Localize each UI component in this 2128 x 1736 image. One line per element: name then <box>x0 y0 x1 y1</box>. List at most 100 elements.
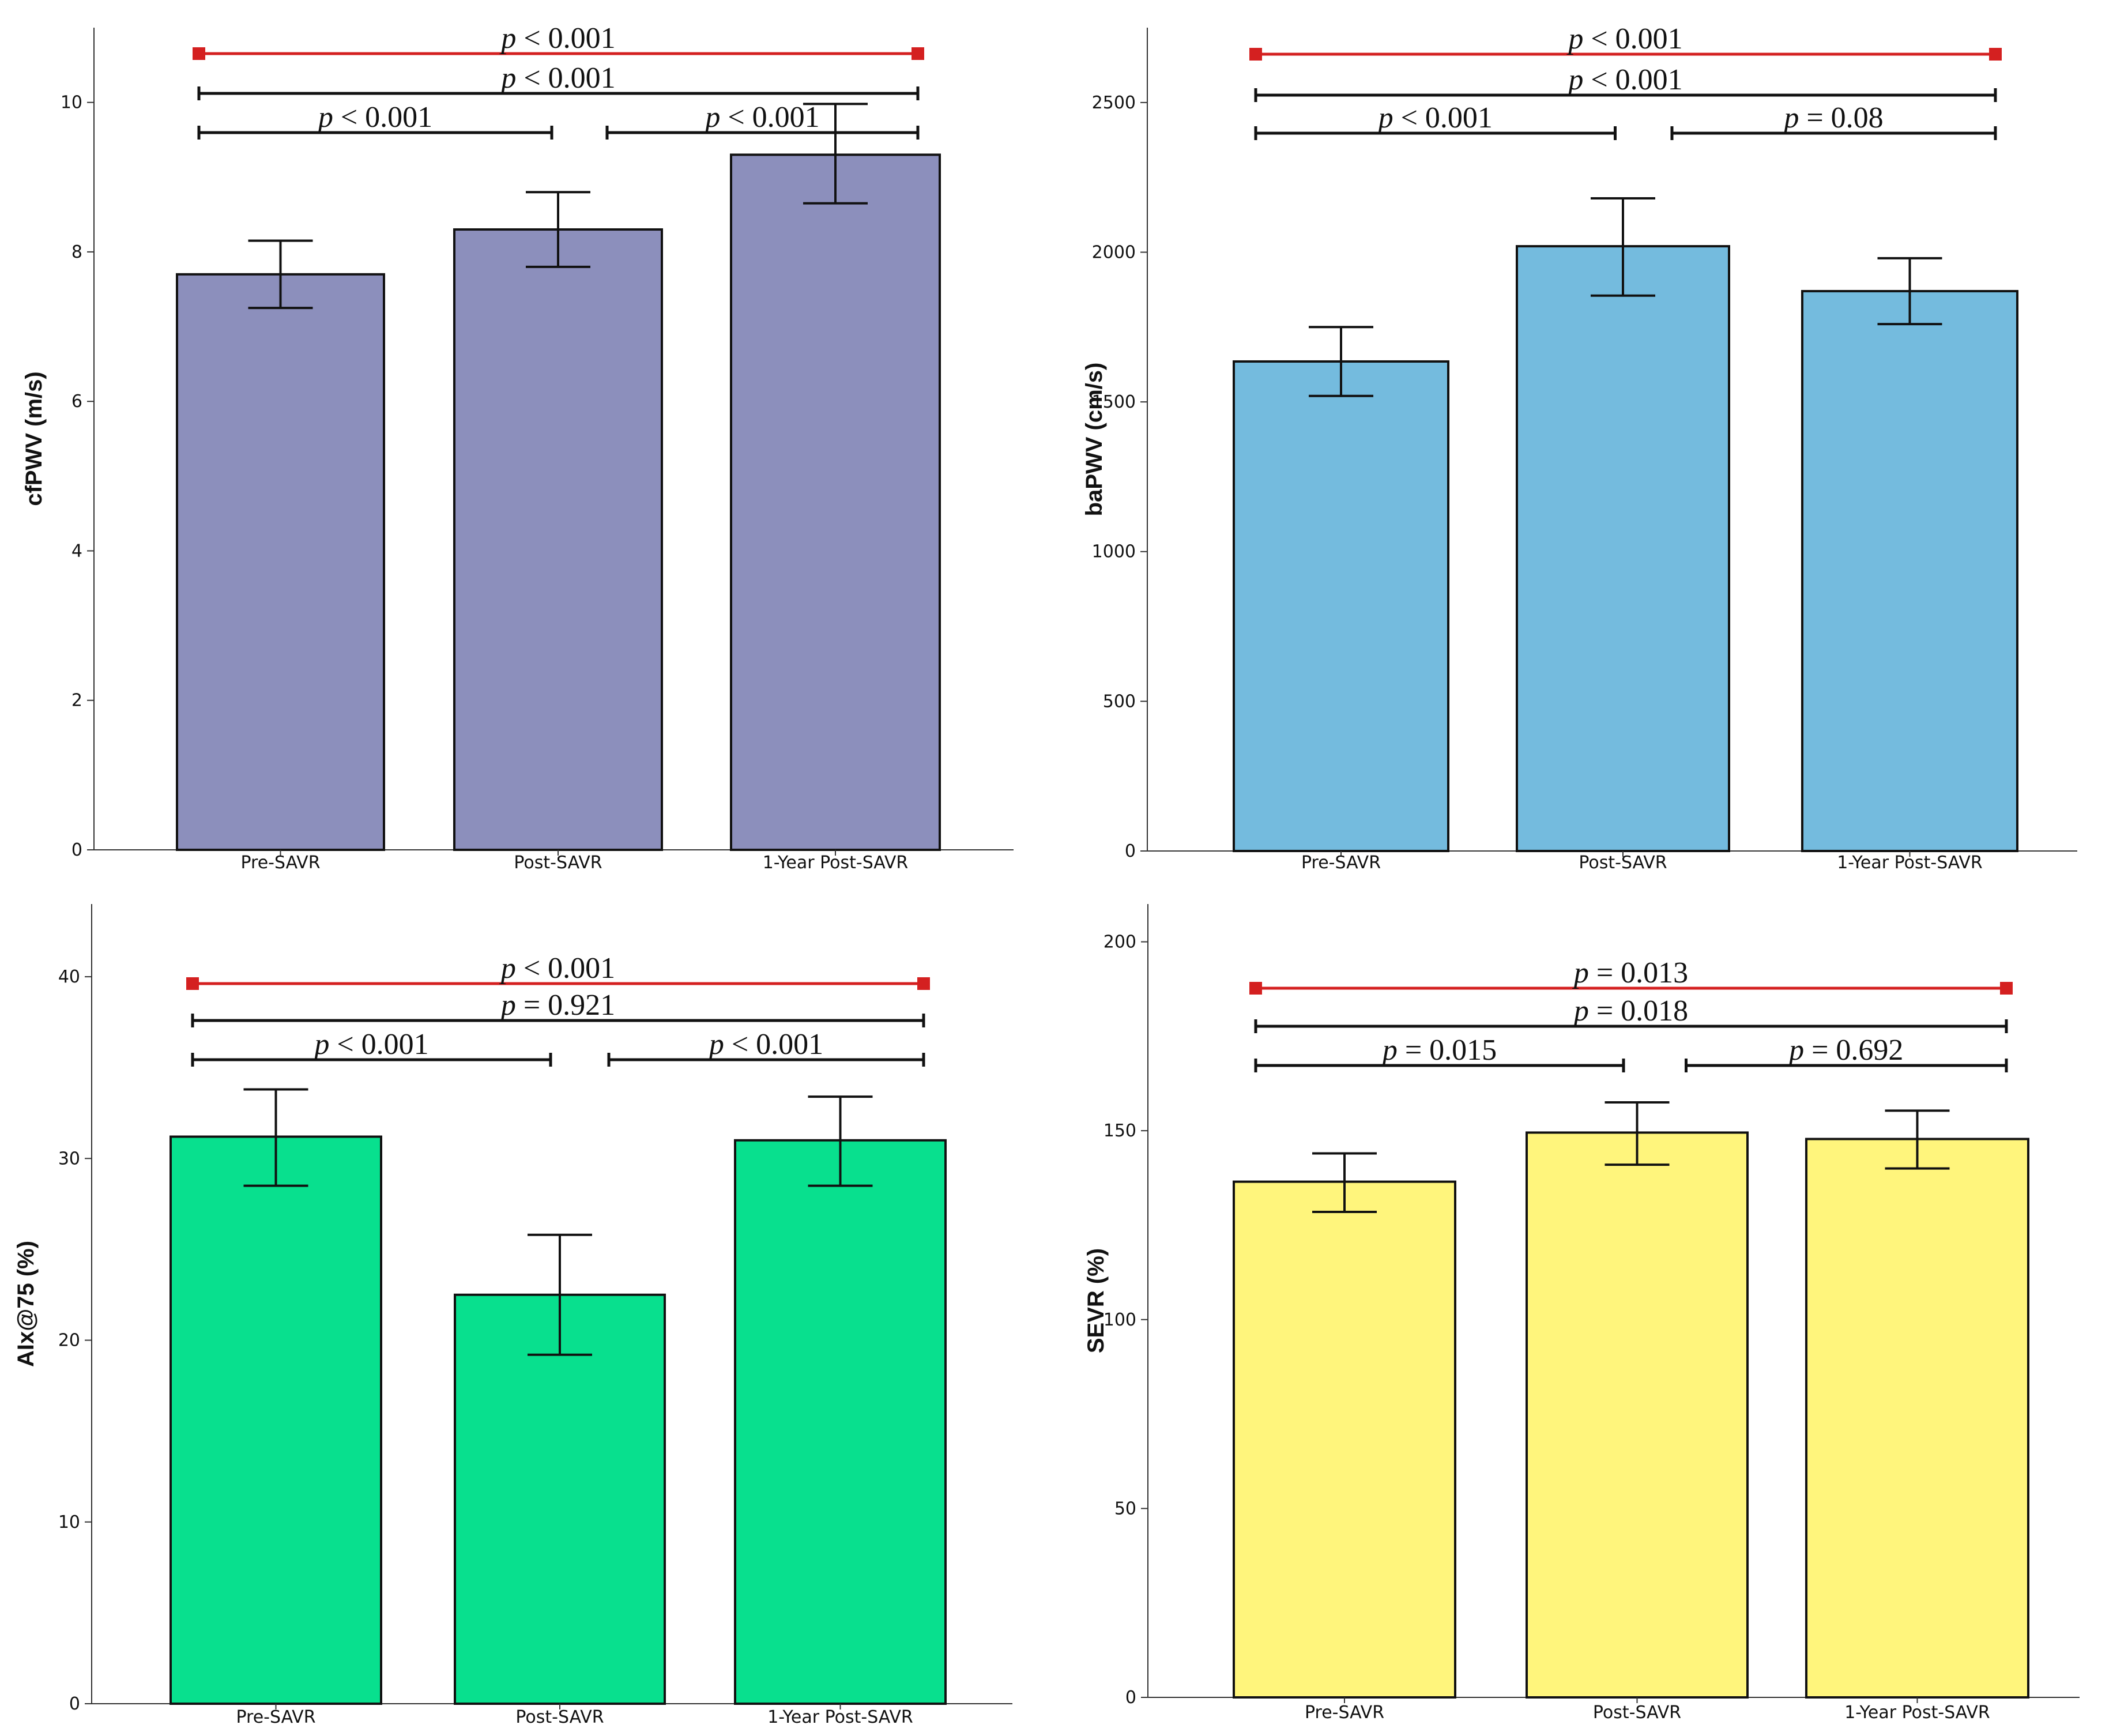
comparison-bracket <box>1254 126 1617 140</box>
p-value-label: p < 0.001 <box>707 1028 823 1061</box>
p-value-label-expr: < 0.001 <box>720 101 819 134</box>
p-value-label-var: p <box>1376 101 1393 134</box>
p-value-label: p = 0.015 <box>1380 1034 1497 1067</box>
bracket-end-left <box>1249 982 1262 995</box>
bar <box>176 273 385 851</box>
p-value-label: p < 0.001 <box>703 101 819 134</box>
error-bar <box>243 1088 308 1187</box>
p-value-label-var: p <box>499 22 516 55</box>
error-bar <box>808 1095 873 1187</box>
p-value-label: p = 0.921 <box>499 989 615 1022</box>
p-value-label: p < 0.001 <box>1376 101 1493 134</box>
comparison-bracket <box>607 1053 925 1067</box>
comparison-bracket <box>1670 126 1997 140</box>
y-tick-label: 0 <box>1125 1688 1136 1708</box>
p-value-label: p = 0.013 <box>1572 957 1688 989</box>
error-bar <box>248 239 313 310</box>
p-value-label-expr: = 0.692 <box>1804 1034 1903 1067</box>
bracket-end-right <box>1989 48 2002 61</box>
error-bar <box>1591 197 1655 297</box>
y-tick-label: 100 <box>1103 1310 1136 1330</box>
p-value-label-expr: < 0.001 <box>333 101 432 134</box>
y-tick-label: 20 <box>58 1331 80 1351</box>
p-value-label-var: p <box>499 952 516 985</box>
p-value-label-var: p <box>1380 1034 1398 1067</box>
bar <box>1233 360 1449 852</box>
p-value-label-var: p <box>1572 995 1589 1027</box>
comparison-bracket <box>1685 1059 2008 1072</box>
error-bar <box>1309 326 1373 397</box>
comparison-bracket <box>186 977 930 990</box>
bar <box>734 1139 947 1705</box>
p-value-label-expr: = 0.08 <box>1799 101 1883 134</box>
y-tick-label: 10 <box>58 1512 80 1532</box>
comparison-bracket <box>193 47 924 60</box>
cfpwv-chart: 0 2 4 6 8 10 cfPWV (m/s) Pre-SAVR Post-SAVR 1-Yea… <box>21 22 1014 873</box>
error-bar <box>1605 1101 1670 1166</box>
bar <box>1516 245 1730 852</box>
p-value-label-var: p <box>499 989 516 1022</box>
bapwv-chart: 0 500 1000 1500 2000 2500 baPWV (cm/s) Pre-SAVR… <box>1082 22 2077 873</box>
y-axis-title: AIx@75 (%) <box>13 1241 39 1367</box>
p-value-label-expr: < 0.001 <box>516 62 615 95</box>
comparison-bracket <box>197 126 553 140</box>
p-value-label-expr: < 0.001 <box>1393 101 1493 134</box>
comparison-bracket <box>1254 88 1997 102</box>
y-tick-label: 10 <box>61 93 82 113</box>
y-tick-label: 8 <box>71 242 82 262</box>
x-tick-label: 1-Year Post-SAVR <box>1837 853 1983 873</box>
p-value-label-expr: < 0.001 <box>1583 63 1682 96</box>
y-tick-label: 4 <box>71 541 82 561</box>
y-tick-label: 1000 <box>1092 542 1136 562</box>
p-value-label: p < 0.001 <box>1566 63 1682 96</box>
p-value-label-expr: = 0.013 <box>1589 957 1688 989</box>
p-value-label-var: p <box>316 101 333 134</box>
bracket-end-right <box>2000 982 2013 995</box>
comparison-bracket <box>605 126 920 140</box>
x-tick-label: Post-SAVR <box>514 853 602 873</box>
x-tick-label: Pre-SAVR <box>240 853 320 873</box>
y-axis-title: SEVR (%) <box>1083 1248 1109 1353</box>
p-value-label-var: p <box>707 1028 724 1061</box>
p-value-label: p = 0.018 <box>1572 995 1688 1027</box>
bar <box>730 153 941 851</box>
bracket-end-right <box>912 47 924 60</box>
bar <box>1233 1180 1456 1699</box>
y-tick-label: 50 <box>1114 1498 1136 1519</box>
comparison-bracket <box>1249 48 2002 61</box>
p-value-label-expr: < 0.001 <box>329 1028 428 1061</box>
p-value-label-var: p <box>1566 22 1583 55</box>
p-value-label-var: p <box>499 62 516 95</box>
p-value-label-expr: < 0.001 <box>1583 22 1682 55</box>
y-axis-title: cfPWV (m/s) <box>21 371 47 506</box>
y-tick-label: 6 <box>71 391 82 412</box>
p-value-label: p < 0.001 <box>499 62 615 95</box>
bracket-end-right <box>917 977 930 990</box>
p-value-label-expr: = 0.921 <box>516 989 615 1022</box>
bar <box>453 228 663 851</box>
p-value-label: p < 0.001 <box>316 101 432 134</box>
error-bar <box>1885 1109 1950 1170</box>
error-bar <box>1312 1152 1377 1214</box>
comparison-bracket <box>1254 1019 2008 1033</box>
aix75-chart: 0 10 20 30 40 AIx@75 (%) Pre-SAVR Post-SAVR 1-Ye… <box>13 904 1012 1727</box>
x-tick-label: Post-SAVR <box>515 1707 604 1727</box>
bar <box>1805 1138 2029 1699</box>
p-value-label-var: p <box>1566 63 1583 96</box>
bar <box>1801 289 2018 852</box>
y-tick-label: 2500 <box>1092 93 1136 113</box>
comparison-bracket <box>1249 982 2013 995</box>
y-tick-label: 2 <box>71 691 82 711</box>
x-tick-label: 1-Year Post-SAVR <box>1844 1703 1990 1723</box>
x-tick-label: Pre-SAVR <box>1301 853 1381 873</box>
y-tick-label: 30 <box>58 1148 80 1169</box>
p-value-label: p < 0.001 <box>312 1028 428 1061</box>
p-value-label-var: p <box>703 101 720 134</box>
p-value-label-expr: < 0.001 <box>516 22 615 55</box>
y-tick-label: 0 <box>71 840 82 860</box>
p-value-label: p < 0.001 <box>1566 22 1682 55</box>
x-tick-label: Post-SAVR <box>1579 853 1667 873</box>
y-tick-label: 500 <box>1103 691 1136 711</box>
x-tick-label: Pre-SAVR <box>1305 1703 1384 1723</box>
p-value-label-var: p <box>1572 957 1589 989</box>
